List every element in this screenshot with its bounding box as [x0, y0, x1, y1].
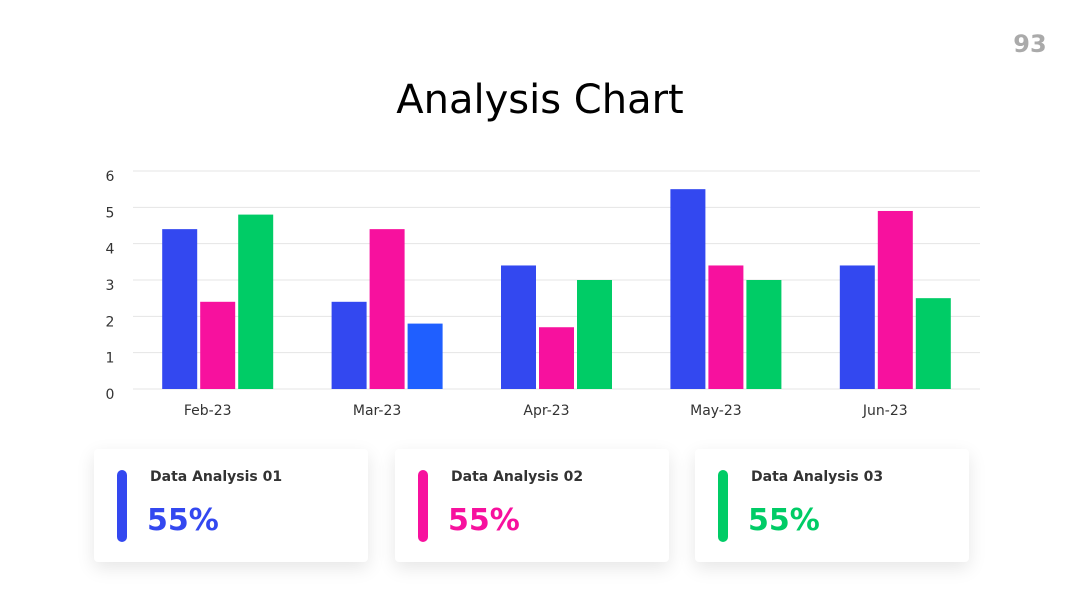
bar	[577, 280, 612, 389]
bar	[877, 210, 913, 389]
bar	[407, 323, 443, 389]
card-title: Data Analysis 02	[451, 469, 584, 485]
x-tick-label: Feb-23	[184, 403, 232, 419]
x-tick-label: Apr-23	[523, 403, 569, 419]
card-accent	[718, 470, 728, 542]
y-tick-label: 2	[106, 314, 115, 330]
bar	[746, 280, 782, 389]
x-tick-label: Jun-23	[862, 403, 908, 419]
bar	[162, 229, 198, 389]
bar	[369, 229, 405, 389]
card-value: 55%	[448, 503, 520, 538]
card: Data Analysis 01 55%	[94, 449, 368, 562]
bar	[839, 265, 875, 389]
y-tick-label: 5	[106, 205, 115, 221]
card-title: Data Analysis 03	[751, 469, 884, 485]
chart-title: Analysis Chart	[396, 77, 683, 123]
bar	[670, 189, 706, 389]
card-accent	[418, 470, 428, 542]
chart: 93 Analysis Chart 0 1 2 3 4 5 6 Feb-23 Mar-23 Apr…	[106, 30, 1047, 419]
bar	[708, 265, 744, 389]
x-tick-label: Mar-23	[353, 403, 401, 419]
y-tick-label: 3	[106, 278, 115, 294]
y-tick-label: 0	[106, 387, 115, 403]
bar	[331, 301, 367, 389]
bar	[238, 214, 274, 389]
card-accent	[117, 470, 127, 542]
bar	[200, 301, 236, 389]
page-number: 93	[1013, 30, 1046, 58]
y-tick-label: 4	[106, 242, 115, 258]
card-title: Data Analysis 01	[150, 469, 283, 485]
bar	[539, 327, 574, 389]
x-tick-label: May-23	[690, 403, 742, 419]
card-value: 55%	[748, 503, 820, 538]
bar	[915, 298, 951, 389]
card: Data Analysis 03 55%	[695, 449, 969, 562]
bar	[501, 265, 536, 389]
y-tick-label: 1	[106, 351, 115, 367]
y-tick-label: 6	[106, 169, 115, 185]
card: Data Analysis 02 55%	[395, 449, 669, 562]
card-value: 55%	[147, 503, 219, 538]
